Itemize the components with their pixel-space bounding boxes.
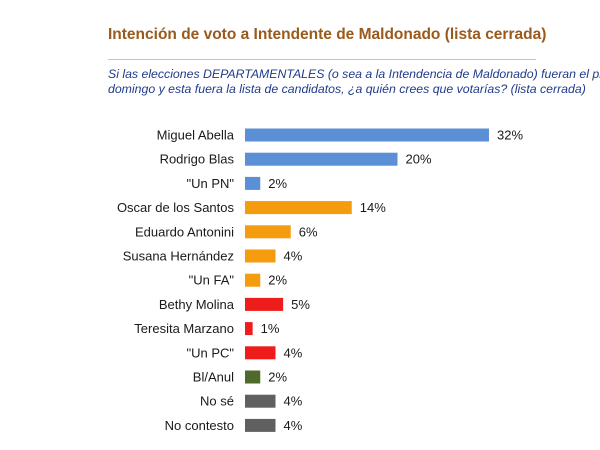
subtitle-line-1: Si las elecciones DEPARTAMENTALES (o sea… bbox=[108, 67, 600, 81]
bar bbox=[245, 297, 284, 311]
value-label: 1% bbox=[261, 321, 280, 336]
chart-title: Intención de voto a Intendente de Maldon… bbox=[108, 26, 547, 43]
value-label: 20% bbox=[406, 152, 432, 167]
value-label: 4% bbox=[284, 249, 303, 264]
value-label: 14% bbox=[360, 200, 386, 215]
value-label: 4% bbox=[284, 394, 303, 409]
category-label: Rodrigo Blas bbox=[160, 152, 235, 167]
bar bbox=[245, 249, 276, 263]
bar bbox=[245, 201, 352, 215]
bar bbox=[245, 322, 253, 336]
category-label: Susana Hernández bbox=[123, 249, 234, 264]
bar bbox=[245, 128, 489, 142]
value-label: 4% bbox=[284, 345, 303, 360]
bar bbox=[245, 370, 261, 384]
bar bbox=[245, 152, 398, 166]
bar bbox=[245, 418, 276, 432]
value-label: 2% bbox=[268, 273, 287, 288]
category-label: No sé bbox=[200, 394, 234, 409]
value-label: 32% bbox=[497, 128, 523, 143]
bar bbox=[245, 394, 276, 408]
value-label: 5% bbox=[291, 297, 310, 312]
category-label: Teresita Marzano bbox=[134, 321, 234, 336]
value-label: 4% bbox=[284, 418, 303, 433]
category-label: "Un PN" bbox=[186, 176, 234, 191]
bar bbox=[245, 176, 261, 190]
category-label: "Un PC" bbox=[186, 345, 234, 360]
category-label: Bethy Molina bbox=[159, 297, 235, 312]
category-label: No contesto bbox=[165, 418, 234, 433]
value-label: 2% bbox=[268, 370, 287, 385]
subtitle-line-2: domingo y esta fuera la lista de candida… bbox=[108, 82, 586, 96]
chart-subtitle: Si las elecciones DEPARTAMENTALES (o sea… bbox=[108, 67, 600, 97]
category-label: Bl/Anul bbox=[193, 370, 234, 385]
category-label: Eduardo Antonini bbox=[135, 224, 234, 239]
value-label: 2% bbox=[268, 176, 287, 191]
category-label: Miguel Abella bbox=[157, 128, 235, 143]
bar bbox=[245, 225, 291, 239]
category-label: Oscar de los Santos bbox=[117, 200, 235, 215]
title-divider bbox=[108, 59, 536, 60]
category-label: "Un FA" bbox=[189, 273, 235, 288]
bar bbox=[245, 346, 276, 360]
bar bbox=[245, 273, 261, 287]
value-label: 6% bbox=[299, 224, 318, 239]
